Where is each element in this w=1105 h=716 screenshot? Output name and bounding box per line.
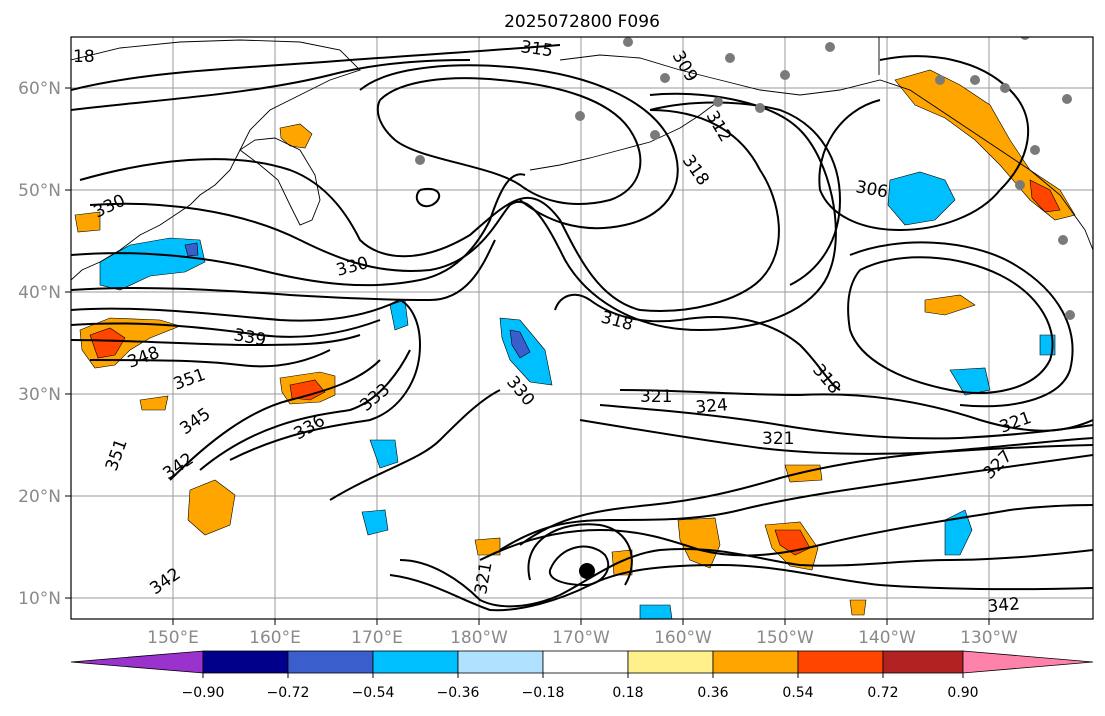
lat-label: 10°N bbox=[18, 589, 61, 609]
map-title: 2025072800 F096 bbox=[504, 12, 660, 32]
colorbar-segment bbox=[372, 650, 459, 674]
colorbar-segment bbox=[882, 650, 964, 674]
shaded-fields bbox=[74, 69, 1076, 619]
colorbar-segment bbox=[542, 650, 629, 674]
map-frame bbox=[70, 36, 1094, 620]
lat-label: 20°N bbox=[18, 487, 61, 507]
lon-label: 160°E bbox=[249, 628, 301, 648]
colorbar-tick-label: −0.90 bbox=[182, 685, 225, 701]
colorbar-tick-label: 0.54 bbox=[782, 685, 813, 701]
colorbar-segment bbox=[712, 650, 799, 674]
latitude-labels: 60°N 50°N 40°N 30°N 20°N 10°N bbox=[18, 79, 61, 609]
contour-lines bbox=[71, 44, 1093, 612]
colorbar-tick-label: −0.54 bbox=[352, 685, 395, 701]
contour-label: 321 bbox=[640, 387, 672, 407]
lon-label: 150°E bbox=[147, 628, 199, 648]
shade-kamchatka bbox=[279, 123, 313, 149]
colorbar-segment bbox=[627, 650, 714, 674]
colorbar-tick-label: 0.18 bbox=[612, 685, 643, 701]
cyclone-center-marker bbox=[579, 563, 595, 579]
colorbar-labels: −0.90 −0.72 −0.54 −0.36 −0.18 0.18 0.36 … bbox=[182, 685, 979, 701]
colorbar-segment bbox=[287, 650, 374, 674]
colorbar-segment bbox=[457, 650, 544, 674]
colorbar-ticks bbox=[202, 673, 964, 678]
map-panel bbox=[71, 37, 1093, 619]
colorbar-segment bbox=[797, 650, 884, 674]
station-markers bbox=[415, 37, 1075, 320]
colorbar-segment bbox=[202, 650, 289, 674]
lon-label: 180°W bbox=[450, 628, 508, 648]
lon-label: 170°E bbox=[351, 628, 403, 648]
contour-label: 315 bbox=[519, 37, 554, 61]
lat-label: 60°N bbox=[18, 79, 61, 99]
lon-label: 160°W bbox=[654, 628, 712, 648]
colorbar-tick-label: −0.18 bbox=[522, 685, 565, 701]
colorbar-segment bbox=[962, 650, 1094, 674]
lat-label: 50°N bbox=[18, 181, 61, 201]
contour-label: 324 bbox=[695, 395, 729, 418]
contour-label: 18 bbox=[73, 47, 95, 67]
longitude-labels: 150°E 160°E 170°E 180°W 170°W 160°W 150°… bbox=[147, 628, 1018, 648]
colorbar-segment bbox=[70, 650, 204, 674]
lon-label: 170°W bbox=[552, 628, 610, 648]
lon-label: 130°W bbox=[960, 628, 1018, 648]
lat-label: 40°N bbox=[18, 283, 61, 303]
colorbar-tick-label: −0.36 bbox=[437, 685, 480, 701]
lon-label: 150°W bbox=[756, 628, 814, 648]
contour-label: 342 bbox=[987, 594, 1021, 617]
lat-label: 30°N bbox=[18, 385, 61, 405]
lon-label: 140°W bbox=[858, 628, 916, 648]
tick-marks bbox=[65, 87, 990, 625]
colorbar-tick-label: 0.72 bbox=[867, 685, 898, 701]
colorbar bbox=[70, 650, 1094, 674]
colorbar-tick-label: 0.90 bbox=[947, 685, 978, 701]
contour-label: 321 bbox=[762, 429, 794, 449]
gridlines bbox=[71, 37, 1093, 619]
colorbar-tick-label: 0.36 bbox=[697, 685, 728, 701]
colorbar-tick-label: −0.72 bbox=[267, 685, 310, 701]
